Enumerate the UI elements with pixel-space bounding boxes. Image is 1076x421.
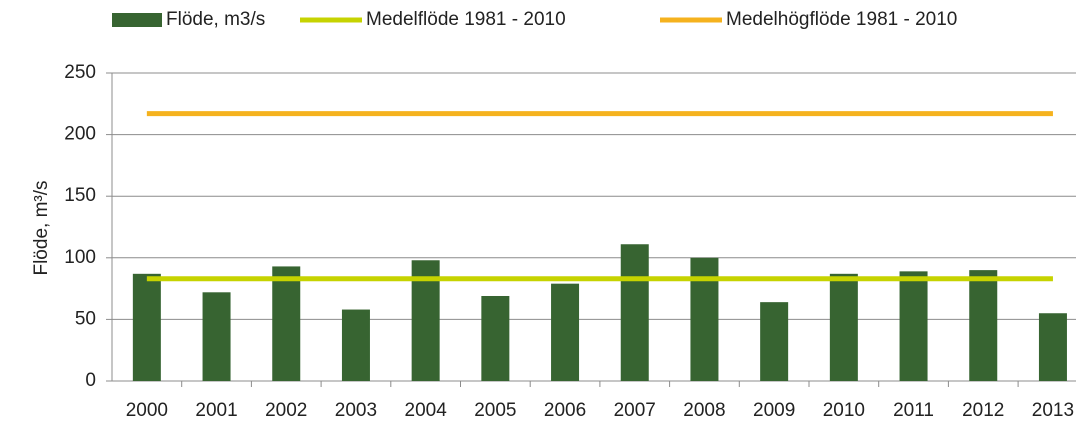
legend-label: Medelflöde 1981 - 2010 — [366, 9, 566, 30]
bar — [1038, 313, 1067, 381]
bar — [760, 302, 789, 381]
legend-label: Flöde, m3/s — [166, 9, 265, 30]
x-tick-label: 2000 — [126, 400, 168, 421]
bar — [620, 244, 649, 381]
x-tick-label: 2011 — [893, 400, 934, 421]
x-tick-label: 2001 — [195, 400, 237, 421]
bar — [969, 270, 998, 381]
bar — [481, 295, 510, 381]
bar — [132, 273, 161, 381]
bar — [899, 271, 928, 381]
x-tick-label: 2013 — [1032, 400, 1074, 421]
x-tick-label: 2009 — [753, 400, 795, 421]
y-axis-label: Flöde, m³/s — [31, 180, 52, 275]
y-tick-label: 0 — [85, 370, 96, 391]
bar — [341, 309, 370, 381]
y-tick-label: 250 — [64, 62, 96, 83]
y-tick-label: 50 — [75, 308, 96, 329]
legend-swatch — [112, 13, 162, 27]
bar — [551, 283, 580, 381]
x-tick-label: 2004 — [405, 400, 448, 421]
y-tick-label: 100 — [64, 247, 96, 268]
bar — [202, 292, 231, 381]
bar — [829, 273, 858, 381]
x-tick-label: 2007 — [614, 400, 656, 421]
bar — [272, 266, 301, 381]
x-tick-label: 2012 — [962, 400, 1004, 421]
x-tick-label: 2002 — [265, 400, 307, 421]
x-tick-label: 2005 — [474, 400, 516, 421]
legend-label: Medelhögflöde 1981 - 2010 — [726, 9, 957, 30]
x-tick-label: 2010 — [823, 400, 865, 421]
x-tick-label: 2003 — [335, 400, 377, 421]
y-tick-label: 200 — [64, 124, 96, 145]
x-tick-label: 2008 — [683, 400, 725, 421]
y-tick-label: 150 — [64, 185, 96, 206]
x-tick-label: 2006 — [544, 400, 586, 421]
